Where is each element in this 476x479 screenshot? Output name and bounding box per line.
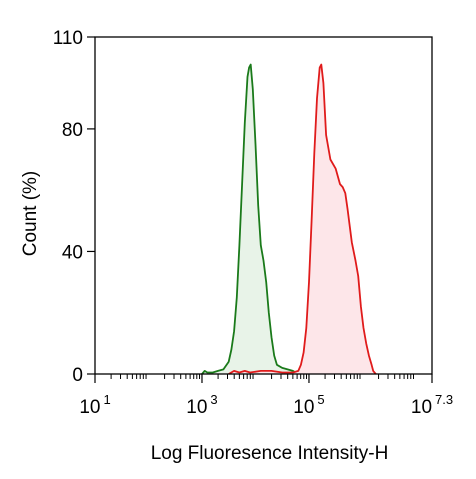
y-axis-title: Count (%) [20,171,41,257]
series-layer [201,63,377,375]
y-tick-label: 80 [62,120,83,141]
x-tick-label: 10 3 [186,392,217,418]
x-tick-label: 10 1 [79,392,110,418]
y-tick-label: 110 [53,28,83,49]
plot-frame [94,36,433,375]
x-tick-label: 10 5 [293,392,324,418]
x-axis: 10 1 10 3 10 5 10 7.3 [79,374,453,418]
series-0-line [201,63,299,375]
series-0-area [202,64,299,374]
series-1-area [228,64,376,374]
x-tick-label: 10 7.3 [411,392,453,418]
x-minor-ticks [110,374,415,379]
y-tick-label: 0 [72,365,83,386]
y-tick-label: 40 [62,242,83,263]
x-axis-title: Log Fluoresence Intensity-H [151,443,389,464]
y-axis: 0 40 80 110 [53,28,95,386]
series-1-line [228,63,377,375]
